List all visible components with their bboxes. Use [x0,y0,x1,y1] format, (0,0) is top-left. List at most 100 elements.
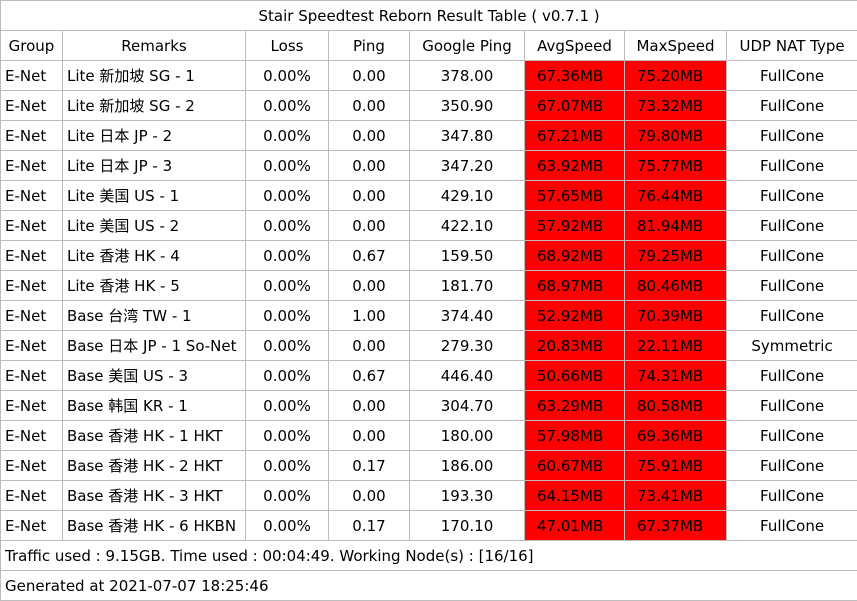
cell-remarks: Base 韩国 KR - 1 [63,391,246,421]
cell-ping: 0.00 [329,391,410,421]
cell-remarks: Lite 香港 HK - 4 [63,241,246,271]
cell-google-ping: 378.00 [410,61,525,91]
cell-udp-nat-type: FullCone [727,301,857,331]
column-header-avg-speed: AvgSpeed [525,31,625,61]
cell-udp-nat-type: FullCone [727,91,857,121]
cell-max-speed: 76.44MB [625,181,727,211]
column-header-max-speed: MaxSpeed [625,31,727,61]
cell-ping: 1.00 [329,301,410,331]
cell-udp-nat-type: FullCone [727,241,857,271]
cell-loss: 0.00% [246,361,329,391]
cell-group: E-Net [1,121,63,151]
cell-group: E-Net [1,451,63,481]
cell-group: E-Net [1,151,63,181]
cell-max-speed: 81.94MB [625,211,727,241]
cell-group: E-Net [1,241,63,271]
cell-ping: 0.17 [329,451,410,481]
cell-remarks: Base 日本 JP - 1 So-Net [63,331,246,361]
cell-loss: 0.00% [246,451,329,481]
cell-group: E-Net [1,271,63,301]
cell-max-speed: 79.80MB [625,121,727,151]
cell-max-speed: 67.37MB [625,511,727,541]
cell-remarks: Base 香港 HK - 1 HKT [63,421,246,451]
column-header-group: Group [1,31,63,61]
column-header-remarks: Remarks [63,31,246,61]
cell-max-speed: 73.32MB [625,91,727,121]
cell-group: E-Net [1,421,63,451]
cell-max-speed: 75.91MB [625,451,727,481]
cell-remarks: Lite 新加坡 SG - 2 [63,91,246,121]
title-row: Stair Speedtest Reborn Result Table ( v0… [1,1,857,31]
cell-google-ping: 159.50 [410,241,525,271]
cell-group: E-Net [1,301,63,331]
cell-udp-nat-type: FullCone [727,211,857,241]
cell-loss: 0.00% [246,181,329,211]
generated-timestamp: Generated at 2021-07-07 18:25:46 [1,571,857,601]
traffic-row: Traffic used : 9.15GB. Time used : 00:04… [1,541,857,571]
cell-max-speed: 69.36MB [625,421,727,451]
column-header-loss: Loss [246,31,329,61]
column-header-udp-nat-type: UDP NAT Type [727,31,857,61]
cell-google-ping: 429.10 [410,181,525,211]
cell-group: E-Net [1,61,63,91]
cell-loss: 0.00% [246,121,329,151]
cell-group: E-Net [1,91,63,121]
cell-google-ping: 350.90 [410,91,525,121]
cell-ping: 0.00 [329,121,410,151]
cell-google-ping: 446.40 [410,361,525,391]
cell-max-speed: 70.39MB [625,301,727,331]
cell-max-speed: 75.20MB [625,61,727,91]
cell-ping: 0.00 [329,151,410,181]
cell-group: E-Net [1,211,63,241]
cell-avg-speed: 57.92MB [525,211,625,241]
cell-udp-nat-type: FullCone [727,511,857,541]
cell-loss: 0.00% [246,511,329,541]
cell-remarks: Base 美国 US - 3 [63,361,246,391]
cell-ping: 0.00 [329,91,410,121]
cell-udp-nat-type: FullCone [727,361,857,391]
cell-remarks: Base 香港 HK - 2 HKT [63,451,246,481]
column-header-google-ping: Google Ping [410,31,525,61]
column-header-ping: Ping [329,31,410,61]
cell-google-ping: 181.70 [410,271,525,301]
cell-avg-speed: 68.97MB [525,271,625,301]
cell-loss: 0.00% [246,421,329,451]
cell-ping: 0.00 [329,481,410,511]
cell-udp-nat-type: FullCone [727,61,857,91]
cell-avg-speed: 68.92MB [525,241,625,271]
cell-avg-speed: 67.21MB [525,121,625,151]
cell-max-speed: 74.31MB [625,361,727,391]
table-title: Stair Speedtest Reborn Result Table ( v0… [1,1,857,31]
cell-avg-speed: 60.67MB [525,451,625,481]
cell-ping: 0.00 [329,421,410,451]
cell-loss: 0.00% [246,271,329,301]
cell-ping: 0.00 [329,331,410,361]
cell-google-ping: 180.00 [410,421,525,451]
cell-remarks: Lite 美国 US - 1 [63,181,246,211]
cell-loss: 0.00% [246,301,329,331]
cell-remarks: Lite 美国 US - 2 [63,211,246,241]
cell-group: E-Net [1,331,63,361]
cell-udp-nat-type: Symmetric [727,331,857,361]
cell-avg-speed: 57.65MB [525,181,625,211]
cell-google-ping: 279.30 [410,331,525,361]
cell-max-speed: 22.11MB [625,331,727,361]
cell-udp-nat-type: FullCone [727,391,857,421]
cell-max-speed: 80.46MB [625,271,727,301]
cell-udp-nat-type: FullCone [727,181,857,211]
cell-loss: 0.00% [246,241,329,271]
cell-udp-nat-type: FullCone [727,481,857,511]
generated-row: Generated at 2021-07-07 18:25:46 [1,571,857,601]
cell-loss: 0.00% [246,61,329,91]
cell-avg-speed: 47.01MB [525,511,625,541]
cell-remarks: Lite 香港 HK - 5 [63,271,246,301]
cell-google-ping: 193.30 [410,481,525,511]
